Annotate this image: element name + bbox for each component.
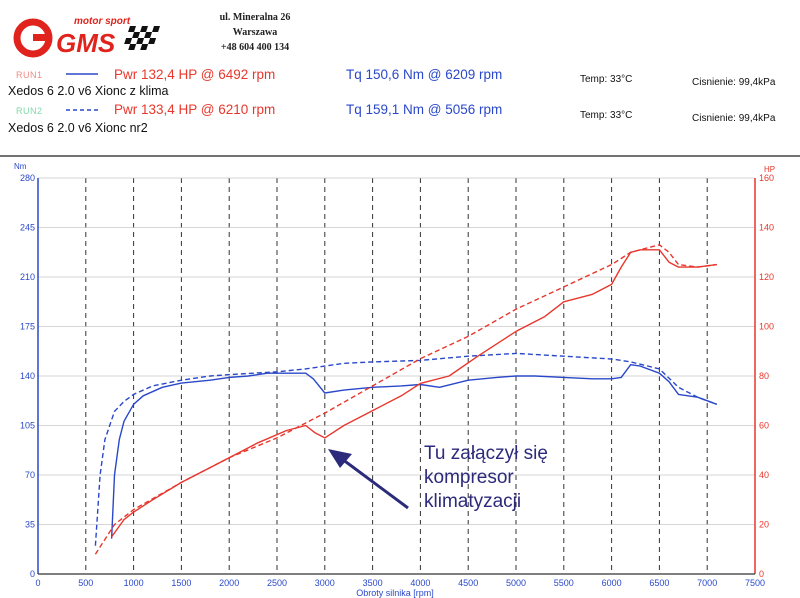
left-tick-label: 35 (25, 520, 35, 530)
x-tick-label: 5500 (554, 578, 574, 588)
chart-grid (37, 177, 756, 575)
annotation-line2: kompresor (424, 467, 514, 488)
right-tick-label: 80 (759, 371, 769, 381)
run2-power: Pwr 133,4 HP @ 6210 rpm (114, 102, 276, 117)
x-axis-label: Obroty silnika [rpm] (356, 588, 434, 598)
left-tick-label: 105 (20, 421, 35, 431)
annotation-text: Tu załączył się kompresor klimatyzacji (424, 442, 548, 514)
x-tick-label: 1500 (171, 578, 191, 588)
gms-logo: GMS motor sport (13, 16, 161, 58)
x-tick-label: 4500 (458, 578, 478, 588)
annotation-line1: Tu załączył się (424, 443, 548, 464)
series-power-run2 (94, 244, 717, 555)
x-tick-label: 6000 (602, 578, 622, 588)
address-block: ul. Mineralna 26 Warszawa +48 604 400 13… (190, 10, 320, 55)
run2-temp: Temp: 33°C (580, 110, 633, 121)
phone: +48 604 400 134 (220, 42, 290, 53)
run1-temp: Temp: 33°C (580, 74, 633, 85)
run2-line-swatch (66, 109, 98, 111)
right-tick-label: 140 (759, 223, 774, 233)
left-tick-label: 210 (20, 272, 35, 282)
gms-logo-mark: GMS (13, 18, 161, 58)
right-tick-label: 0 (759, 569, 764, 579)
run1-line-swatch (66, 73, 98, 75)
run1-power: Pwr 132,4 HP @ 6492 rpm (114, 67, 276, 82)
address-line1: ul. Mineralna 26 (219, 12, 291, 23)
dyno-chart: Nm HP 0 35 70 105 140 175 210 245 280 0 20 40 60 80 100 1… (0, 155, 800, 598)
x-tick-label: 2000 (219, 578, 239, 588)
x-tick-label: 3000 (315, 578, 335, 588)
right-axis-unit: HP (764, 165, 775, 174)
brand-letters: GMS (56, 28, 116, 58)
x-tick-label: 7500 (745, 578, 765, 588)
annotation-arrow-icon (328, 449, 352, 468)
run2-torque: Tq 159,1 Nm @ 5056 rpm (346, 102, 503, 117)
right-tick-label: 20 (759, 520, 769, 530)
x-tick-label: 5000 (506, 578, 526, 588)
left-axis-unit: Nm (14, 162, 27, 171)
right-tick-label: 60 (759, 421, 769, 431)
x-tick-label: 2500 (267, 578, 287, 588)
left-tick-label: 175 (20, 322, 35, 332)
x-tick-label: 500 (78, 578, 93, 588)
address-line2: Warszawa (232, 27, 278, 38)
annotation-arrow-shaft (337, 454, 409, 510)
series-torque-run2 (94, 352, 718, 546)
run2-description: Xedos 6 2.0 v6 Xionc nr2 (8, 121, 148, 135)
run1-description: Xedos 6 2.0 v6 Xionc z klima (8, 84, 169, 98)
x-tick-label: 1000 (124, 578, 144, 588)
x-tick-label: 3500 (363, 578, 383, 588)
x-tick-label: 6500 (649, 578, 669, 588)
left-tick-label: 280 (20, 173, 35, 183)
left-tick-label: 70 (25, 470, 35, 480)
annotation-line3: klimatyzacji (424, 491, 522, 512)
run1-torque: Tq 150,6 Nm @ 6209 rpm (346, 67, 503, 82)
x-tick-label: 7000 (697, 578, 717, 588)
left-tick-label: 140 (20, 371, 35, 381)
series-power-run1 (111, 249, 717, 538)
checkered-flag-icon (124, 26, 161, 50)
right-tick-label: 100 (759, 322, 774, 332)
run2-pressure: Cisnienie: 99,4kPa (692, 113, 776, 124)
x-tick-label: 0 (35, 578, 40, 588)
right-tick-label: 160 (759, 173, 774, 183)
right-tick-label: 120 (759, 272, 774, 282)
right-tick-label: 40 (759, 470, 769, 480)
left-tick-label: 0 (30, 569, 35, 579)
brand-tagline: motor sport (74, 16, 131, 27)
run2-tag: RUN2 (16, 106, 43, 116)
chart-series (94, 244, 718, 555)
series-torque-run1 (110, 363, 718, 539)
chart-ticks: Nm HP 0 35 70 105 140 175 210 245 280 0 20 40 60 80 100 1… (14, 162, 775, 598)
run1-tag: RUN1 (16, 70, 43, 80)
left-tick-label: 245 (20, 223, 35, 233)
run1-pressure: Cisnienie: 99,4kPa (692, 77, 776, 88)
x-tick-label: 4000 (410, 578, 430, 588)
